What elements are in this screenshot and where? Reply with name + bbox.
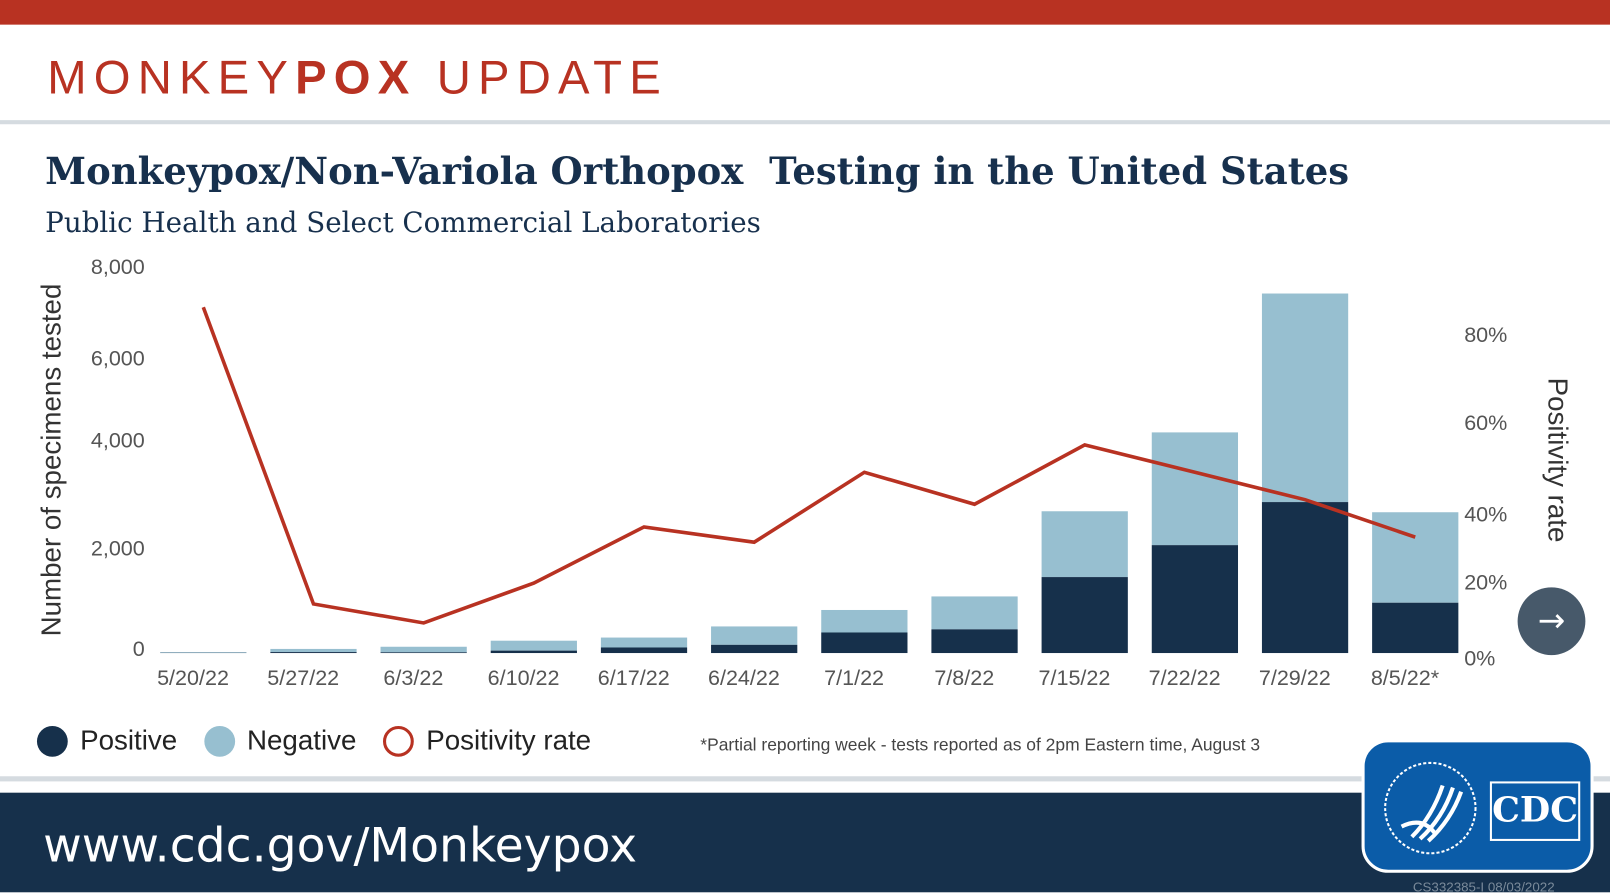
y-tick-label: 2,000 (91, 535, 145, 560)
x-tick-label: 8/5/22* (1371, 665, 1440, 690)
legend-label: Negative (247, 725, 356, 757)
bar-positive (1042, 577, 1128, 653)
bar-negative (491, 641, 577, 651)
legend-positive: Positive (37, 725, 177, 757)
legend-swatch (383, 725, 414, 756)
cdc-logo-text: CDC (1490, 781, 1580, 841)
bar-negative (601, 638, 687, 648)
legend: Positive Negative Positivity rate (37, 725, 618, 757)
bar-positive (270, 652, 356, 653)
x-tick-label: 7/1/22 (824, 665, 884, 690)
bar-positive (601, 647, 687, 653)
bar-negative (1262, 294, 1348, 503)
y2-tick-label: 0% (1464, 645, 1495, 670)
bar-positive (711, 645, 797, 653)
y2-axis-label: Positivity rate (1542, 378, 1573, 543)
next-arrow-button[interactable]: → (1518, 587, 1586, 655)
x-tick-label: 5/27/22 (267, 665, 339, 690)
y2-tick-label: 20% (1464, 569, 1507, 594)
bar-negative (1042, 511, 1128, 577)
cdc-hhs-logo: CDC (1362, 739, 1594, 872)
bar-negative (160, 652, 246, 653)
x-tick-label: 6/24/22 (708, 665, 780, 690)
bar-positive (1152, 545, 1238, 653)
bar-negative (931, 596, 1017, 629)
x-tick-label: 7/15/22 (1038, 665, 1110, 690)
x-tick-label: 6/10/22 (488, 665, 560, 690)
y2-tick-label: 40% (1464, 502, 1507, 527)
footnote: *Partial reporting week - tests reported… (700, 735, 1260, 756)
legend-positivity: Positivity rate (383, 725, 591, 757)
legend-swatch (204, 725, 235, 756)
y-axis-label: Number of specimens tested (36, 284, 67, 637)
bar-positive (491, 651, 577, 653)
x-tick-label: 7/8/22 (934, 665, 994, 690)
x-tick-label: 6/3/22 (383, 665, 443, 690)
legend-swatch (37, 725, 68, 756)
bar-negative (381, 647, 467, 653)
y-tick-label: 8,000 (91, 254, 145, 279)
legend-label: Positive (80, 725, 177, 757)
bar-positive (1372, 603, 1458, 653)
x-tick-label: 5/20/22 (157, 665, 229, 690)
bar-positive (381, 652, 467, 653)
hhs-eagle-icon (1371, 744, 1484, 867)
bar-negative (1152, 432, 1238, 545)
bar-negative (821, 610, 907, 633)
y2-tick-label: 60% (1464, 410, 1507, 435)
website-url[interactable]: www.cdc.gov/Monkeypox (43, 817, 637, 872)
x-tick-label: 7/29/22 (1259, 665, 1331, 690)
y-tick-label: 0 (133, 636, 145, 661)
x-tick-label: 6/17/22 (598, 665, 670, 690)
legend-label: Positivity rate (426, 725, 591, 757)
y2-tick-label: 80% (1464, 322, 1507, 347)
chart: 8,000 6,000 4,000 2,000 0 80% 60% 40% 20% 0% Numbe… (0, 0, 1610, 719)
bar-positive (821, 632, 907, 653)
bar-negative (270, 649, 356, 652)
bar-positive (1262, 502, 1348, 653)
bar-positive (931, 629, 1017, 653)
y-tick-label: 4,000 (91, 428, 145, 453)
y-tick-label: 6,000 (91, 346, 145, 371)
bar-negative (711, 626, 797, 644)
x-tick-label: 7/22/22 (1149, 665, 1221, 690)
legend-negative: Negative (204, 725, 357, 757)
